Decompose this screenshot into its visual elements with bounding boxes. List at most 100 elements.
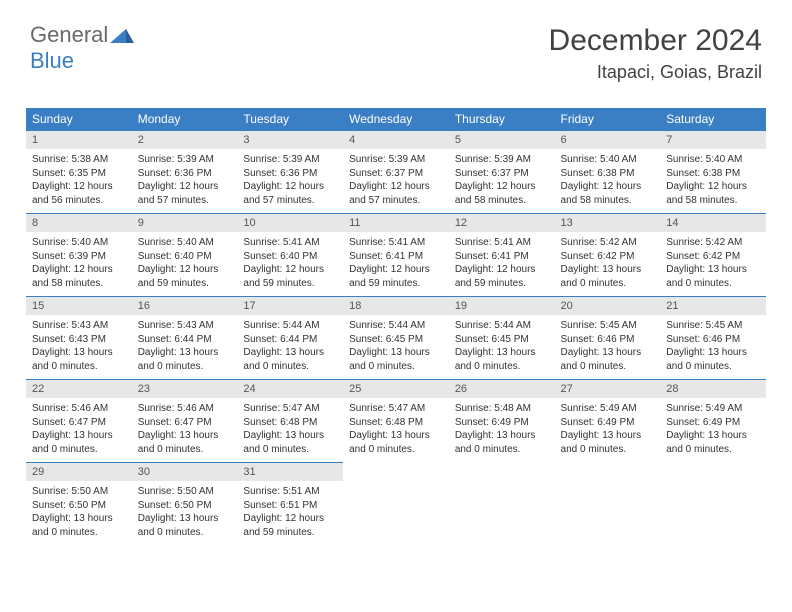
- day-number: 12: [449, 214, 555, 232]
- day-details: Sunrise: 5:42 AMSunset: 6:42 PMDaylight:…: [555, 232, 661, 296]
- sunset-line: Sunset: 6:37 PM: [455, 167, 549, 181]
- day-number: 16: [132, 297, 238, 315]
- day-details: Sunrise: 5:47 AMSunset: 6:48 PMDaylight:…: [237, 398, 343, 462]
- sunrise-line: Sunrise: 5:48 AM: [455, 402, 549, 416]
- weekday-header: Sunday: [26, 108, 132, 131]
- sunset-line: Sunset: 6:49 PM: [561, 416, 655, 430]
- sunrise-line: Sunrise: 5:44 AM: [349, 319, 443, 333]
- day-number: 22: [26, 380, 132, 398]
- calendar-cell: 2Sunrise: 5:39 AMSunset: 6:36 PMDaylight…: [132, 131, 238, 214]
- day-number: 5: [449, 131, 555, 149]
- sunrise-line: Sunrise: 5:50 AM: [138, 485, 232, 499]
- daylight-line: Daylight: 13 hours and 0 minutes.: [455, 429, 549, 456]
- calendar-cell: 14Sunrise: 5:42 AMSunset: 6:42 PMDayligh…: [660, 214, 766, 297]
- weekday-header: Thursday: [449, 108, 555, 131]
- day-number: 3: [237, 131, 343, 149]
- day-number: 27: [555, 380, 661, 398]
- day-details: Sunrise: 5:45 AMSunset: 6:46 PMDaylight:…: [555, 315, 661, 379]
- day-details: Sunrise: 5:40 AMSunset: 6:38 PMDaylight:…: [555, 149, 661, 213]
- calendar-cell: 25Sunrise: 5:47 AMSunset: 6:48 PMDayligh…: [343, 380, 449, 463]
- day-number: 11: [343, 214, 449, 232]
- day-details: Sunrise: 5:39 AMSunset: 6:36 PMDaylight:…: [237, 149, 343, 213]
- sunrise-line: Sunrise: 5:42 AM: [666, 236, 760, 250]
- day-number: 23: [132, 380, 238, 398]
- calendar-cell: [555, 463, 661, 546]
- day-details: Sunrise: 5:44 AMSunset: 6:44 PMDaylight:…: [237, 315, 343, 379]
- daylight-line: Daylight: 13 hours and 0 minutes.: [666, 263, 760, 290]
- calendar-row: 29Sunrise: 5:50 AMSunset: 6:50 PMDayligh…: [26, 463, 766, 546]
- sunset-line: Sunset: 6:41 PM: [349, 250, 443, 264]
- day-details: Sunrise: 5:39 AMSunset: 6:37 PMDaylight:…: [343, 149, 449, 213]
- sunrise-line: Sunrise: 5:40 AM: [666, 153, 760, 167]
- sunset-line: Sunset: 6:39 PM: [32, 250, 126, 264]
- day-details: Sunrise: 5:44 AMSunset: 6:45 PMDaylight:…: [449, 315, 555, 379]
- day-number: 14: [660, 214, 766, 232]
- day-details: Sunrise: 5:40 AMSunset: 6:39 PMDaylight:…: [26, 232, 132, 296]
- daylight-line: Daylight: 13 hours and 0 minutes.: [138, 512, 232, 539]
- day-number: 9: [132, 214, 238, 232]
- sunset-line: Sunset: 6:44 PM: [138, 333, 232, 347]
- sunrise-line: Sunrise: 5:39 AM: [349, 153, 443, 167]
- calendar-cell: 3Sunrise: 5:39 AMSunset: 6:36 PMDaylight…: [237, 131, 343, 214]
- day-number: 21: [660, 297, 766, 315]
- daylight-line: Daylight: 12 hours and 57 minutes.: [138, 180, 232, 207]
- calendar-cell: 15Sunrise: 5:43 AMSunset: 6:43 PMDayligh…: [26, 297, 132, 380]
- sunset-line: Sunset: 6:51 PM: [243, 499, 337, 513]
- day-details: Sunrise: 5:38 AMSunset: 6:35 PMDaylight:…: [26, 149, 132, 213]
- sunset-line: Sunset: 6:49 PM: [455, 416, 549, 430]
- daylight-line: Daylight: 13 hours and 0 minutes.: [138, 429, 232, 456]
- daylight-line: Daylight: 12 hours and 58 minutes.: [455, 180, 549, 207]
- sunrise-line: Sunrise: 5:47 AM: [243, 402, 337, 416]
- calendar-cell: 26 Sunrise: 5:48 AMSunset: 6:49 PMDayligh…: [449, 380, 555, 463]
- calendar-cell: 24Sunrise: 5:47 AMSunset: 6:48 PMDayligh…: [237, 380, 343, 463]
- calendar-cell: [660, 463, 766, 546]
- sunrise-line: Sunrise: 5:39 AM: [455, 153, 549, 167]
- sunrise-line: Sunrise: 5:44 AM: [455, 319, 549, 333]
- calendar-row: 15Sunrise: 5:43 AMSunset: 6:43 PMDayligh…: [26, 297, 766, 380]
- calendar-cell: 6Sunrise: 5:40 AMSunset: 6:38 PMDaylight…: [555, 131, 661, 214]
- daylight-line: Daylight: 13 hours and 0 minutes.: [32, 346, 126, 373]
- sunrise-line: Sunrise: 5:39 AM: [243, 153, 337, 167]
- sunrise-line: Sunrise: 5:40 AM: [32, 236, 126, 250]
- sunrise-line: Sunrise: 5:45 AM: [561, 319, 655, 333]
- daylight-line: Daylight: 12 hours and 57 minutes.: [349, 180, 443, 207]
- weekday-header: Wednesday: [343, 108, 449, 131]
- sunset-line: Sunset: 6:42 PM: [666, 250, 760, 264]
- calendar-cell: 7Sunrise: 5:40 AMSunset: 6:38 PMDaylight…: [660, 131, 766, 214]
- daylight-line: Daylight: 13 hours and 0 minutes.: [561, 263, 655, 290]
- sunset-line: Sunset: 6:48 PM: [243, 416, 337, 430]
- sunrise-line: Sunrise: 5:47 AM: [349, 402, 443, 416]
- location: Itapaci, Goias, Brazil: [549, 62, 762, 83]
- sunset-line: Sunset: 6:46 PM: [666, 333, 760, 347]
- sunrise-line: Sunrise: 5:44 AM: [243, 319, 337, 333]
- day-details: Sunrise: 5:40 AMSunset: 6:40 PMDaylight:…: [132, 232, 238, 296]
- day-number: 25: [343, 380, 449, 398]
- calendar-cell: 22Sunrise: 5:46 AMSunset: 6:47 PMDayligh…: [26, 380, 132, 463]
- day-number: 26: [449, 380, 555, 398]
- day-details: Sunrise: 5:41 AMSunset: 6:40 PMDaylight:…: [237, 232, 343, 296]
- sunset-line: Sunset: 6:50 PM: [138, 499, 232, 513]
- month-title: December 2024: [549, 24, 762, 58]
- sunset-line: Sunset: 6:46 PM: [561, 333, 655, 347]
- daylight-line: Daylight: 12 hours and 58 minutes.: [666, 180, 760, 207]
- daylight-line: Daylight: 13 hours and 0 minutes.: [138, 346, 232, 373]
- day-number: 15: [26, 297, 132, 315]
- logo: General Blue: [30, 22, 134, 74]
- daylight-line: Daylight: 12 hours and 59 minutes.: [455, 263, 549, 290]
- sunrise-line: Sunrise: 5:42 AM: [561, 236, 655, 250]
- title-block: December 2024 Itapaci, Goias, Brazil: [549, 24, 762, 83]
- day-number: 8: [26, 214, 132, 232]
- sunrise-line: Sunrise: 5:49 AM: [666, 402, 760, 416]
- day-details: Sunrise: 5:41 AMSunset: 6:41 PMDaylight:…: [343, 232, 449, 296]
- day-details: Sunrise: 5:50 AMSunset: 6:50 PMDaylight:…: [26, 481, 132, 545]
- daylight-line: Daylight: 13 hours and 0 minutes.: [349, 429, 443, 456]
- sunset-line: Sunset: 6:40 PM: [243, 250, 337, 264]
- day-details: Sunrise: 5:39 AMSunset: 6:37 PMDaylight:…: [449, 149, 555, 213]
- day-details: Sunrise: 5:42 AMSunset: 6:42 PMDaylight:…: [660, 232, 766, 296]
- day-number: 30: [132, 463, 238, 481]
- daylight-line: Daylight: 12 hours and 59 minutes.: [138, 263, 232, 290]
- calendar-row: 8Sunrise: 5:40 AMSunset: 6:39 PMDaylight…: [26, 214, 766, 297]
- sunset-line: Sunset: 6:38 PM: [561, 167, 655, 181]
- day-number: 31: [237, 463, 343, 481]
- calendar-cell: 17Sunrise: 5:44 AMSunset: 6:44 PMDayligh…: [237, 297, 343, 380]
